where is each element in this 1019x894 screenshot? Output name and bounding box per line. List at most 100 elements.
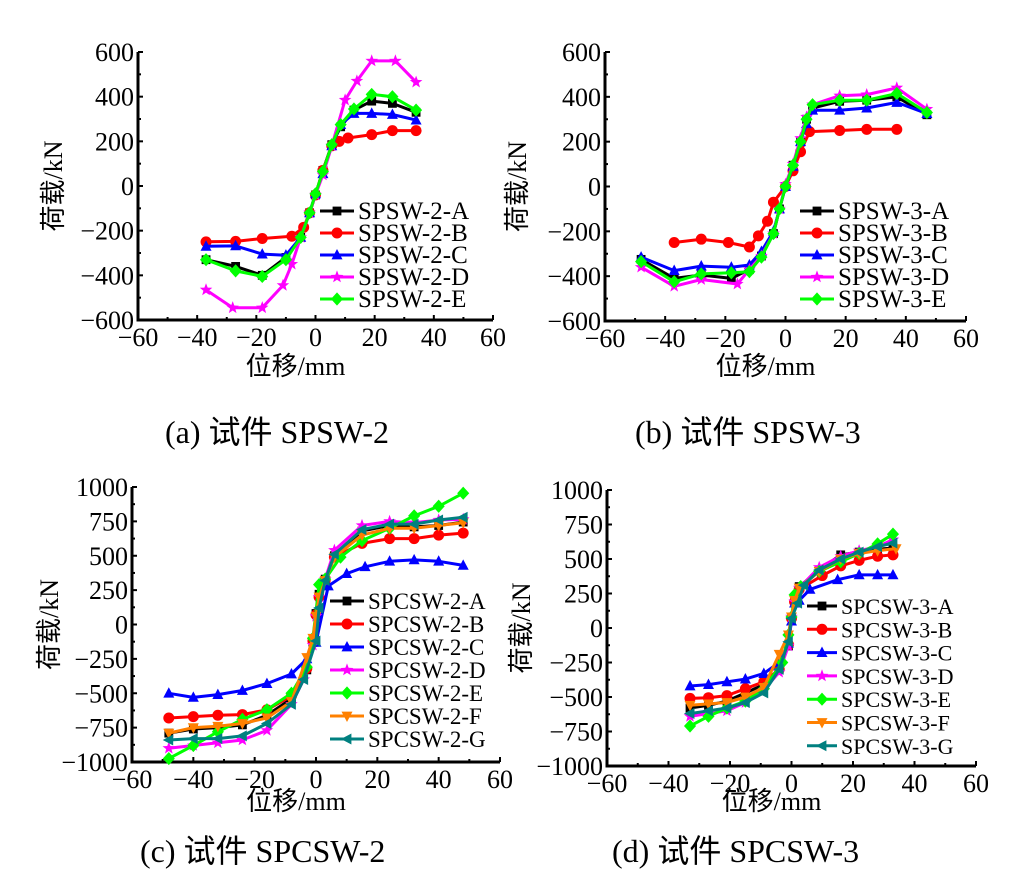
data-point: [365, 87, 378, 102]
legend-label: SPCSW-2-D: [368, 658, 486, 683]
data-point: [410, 125, 422, 137]
data-point: [384, 533, 396, 545]
legend-marker: [330, 270, 344, 283]
data-point: [256, 301, 269, 314]
y-tick-label: 400: [95, 83, 134, 112]
legend-marker: [331, 248, 343, 260]
data-point: [389, 54, 402, 67]
legend-label: SPCSW-3-E: [841, 687, 951, 712]
data-point: [297, 674, 309, 685]
y-tick-label: −400: [547, 262, 601, 291]
data-point: [410, 114, 422, 125]
data-point: [350, 74, 364, 87]
x-axis-title: 位移/mm: [716, 352, 816, 381]
y-tick-label: −750: [549, 718, 603, 747]
legend-marker: [815, 740, 827, 752]
legend-marker: [815, 669, 829, 682]
legend-label: SPSW-3-D: [838, 264, 949, 291]
data-point: [702, 699, 714, 710]
data-point: [891, 96, 903, 107]
data-point: [163, 712, 175, 724]
y-tick-label: −1000: [61, 748, 128, 777]
legend-item: SPCSW-3-F: [807, 711, 950, 736]
data-point: [261, 677, 273, 689]
data-point: [366, 129, 378, 141]
data-point: [199, 253, 213, 267]
legend-label: SPCSW-3-D: [841, 664, 953, 689]
legend-item: SPCSW-2-A: [330, 589, 486, 614]
legend-marker: [342, 596, 352, 606]
data-point: [791, 597, 803, 609]
y-tick-label: −200: [80, 217, 134, 246]
x-tick-label: 0: [779, 324, 792, 353]
y-tick-label: 250: [564, 580, 603, 609]
data-point: [261, 713, 273, 725]
data-point: [408, 509, 421, 523]
panel-caption: (d) 试件 SPCSW-3: [612, 833, 859, 869]
data-point: [739, 697, 750, 709]
data-point: [212, 709, 224, 721]
data-point: [230, 239, 242, 251]
legend-item: SPCSW-2-F: [330, 704, 482, 729]
legend-marker: [810, 270, 824, 283]
x-tick-label: 40: [426, 765, 452, 794]
series-SPSW-3-E: [635, 86, 933, 289]
x-tick-label: 60: [480, 323, 506, 352]
legend-label: SPCSW-2-F: [368, 704, 482, 729]
data-point: [187, 733, 198, 745]
legend-item: SPCSW-2-G: [330, 727, 486, 752]
data-point: [702, 678, 714, 689]
data-point: [853, 568, 865, 580]
series-line: [168, 515, 464, 742]
legend-label: SPCSW-3-B: [841, 617, 952, 642]
data-point: [782, 636, 793, 648]
legend-label: SPCSW-2-C: [368, 635, 484, 660]
legend-item: SPCSW-3-D: [807, 664, 953, 689]
data-point: [834, 104, 846, 115]
data-point: [739, 673, 751, 684]
legend-marker: [816, 623, 828, 635]
data-point: [720, 702, 732, 714]
legend-marker: [341, 640, 353, 652]
data-point: [832, 573, 844, 585]
data-point: [256, 269, 269, 284]
series-SPCSW-3-G: [683, 537, 898, 720]
y-tick-label: 0: [590, 614, 603, 643]
x-tick-label: −40: [177, 323, 218, 352]
x-axis-title: 位移/mm: [246, 352, 346, 381]
y-tick-label: 0: [115, 611, 128, 640]
series-SPSW-3-B: [668, 123, 903, 253]
legend-item: SPCSW-2-E: [330, 681, 483, 706]
data-point: [834, 553, 846, 565]
legend-item: SPCSW-2-C: [330, 635, 484, 660]
y-tick-label: −600: [547, 307, 601, 336]
legend-item: SPSW-3-C: [800, 242, 948, 269]
y-tick-label: 500: [564, 545, 603, 574]
y-tick-label: 400: [562, 83, 601, 112]
legend-label: SPSW-3-B: [838, 220, 948, 247]
data-point: [294, 230, 307, 244]
data-point: [303, 206, 316, 220]
x-tick-label: 0: [785, 769, 798, 798]
x-tick-label: −20: [705, 324, 746, 353]
legend-item: SPCSW-2-B: [330, 612, 484, 637]
data-point: [236, 684, 248, 695]
x-tick-label: −20: [236, 323, 277, 352]
data-point: [853, 554, 865, 566]
data-point: [342, 132, 354, 144]
legend-label: SPSW-2-D: [358, 264, 469, 291]
data-point: [684, 679, 696, 691]
data-point: [367, 96, 377, 106]
y-tick-label: −750: [74, 714, 128, 743]
legend-marker: [330, 292, 344, 306]
data-point: [695, 233, 707, 245]
data-point: [834, 124, 846, 136]
legend-item: SPCSW-3-G: [807, 734, 954, 759]
data-point: [328, 548, 339, 560]
data-point: [212, 688, 224, 700]
data-point: [761, 215, 773, 227]
data-point: [887, 568, 899, 580]
legend-item: SPCSW-3-E: [807, 687, 951, 712]
legend-label: SPSW-3-C: [838, 242, 948, 269]
data-point: [408, 533, 420, 545]
